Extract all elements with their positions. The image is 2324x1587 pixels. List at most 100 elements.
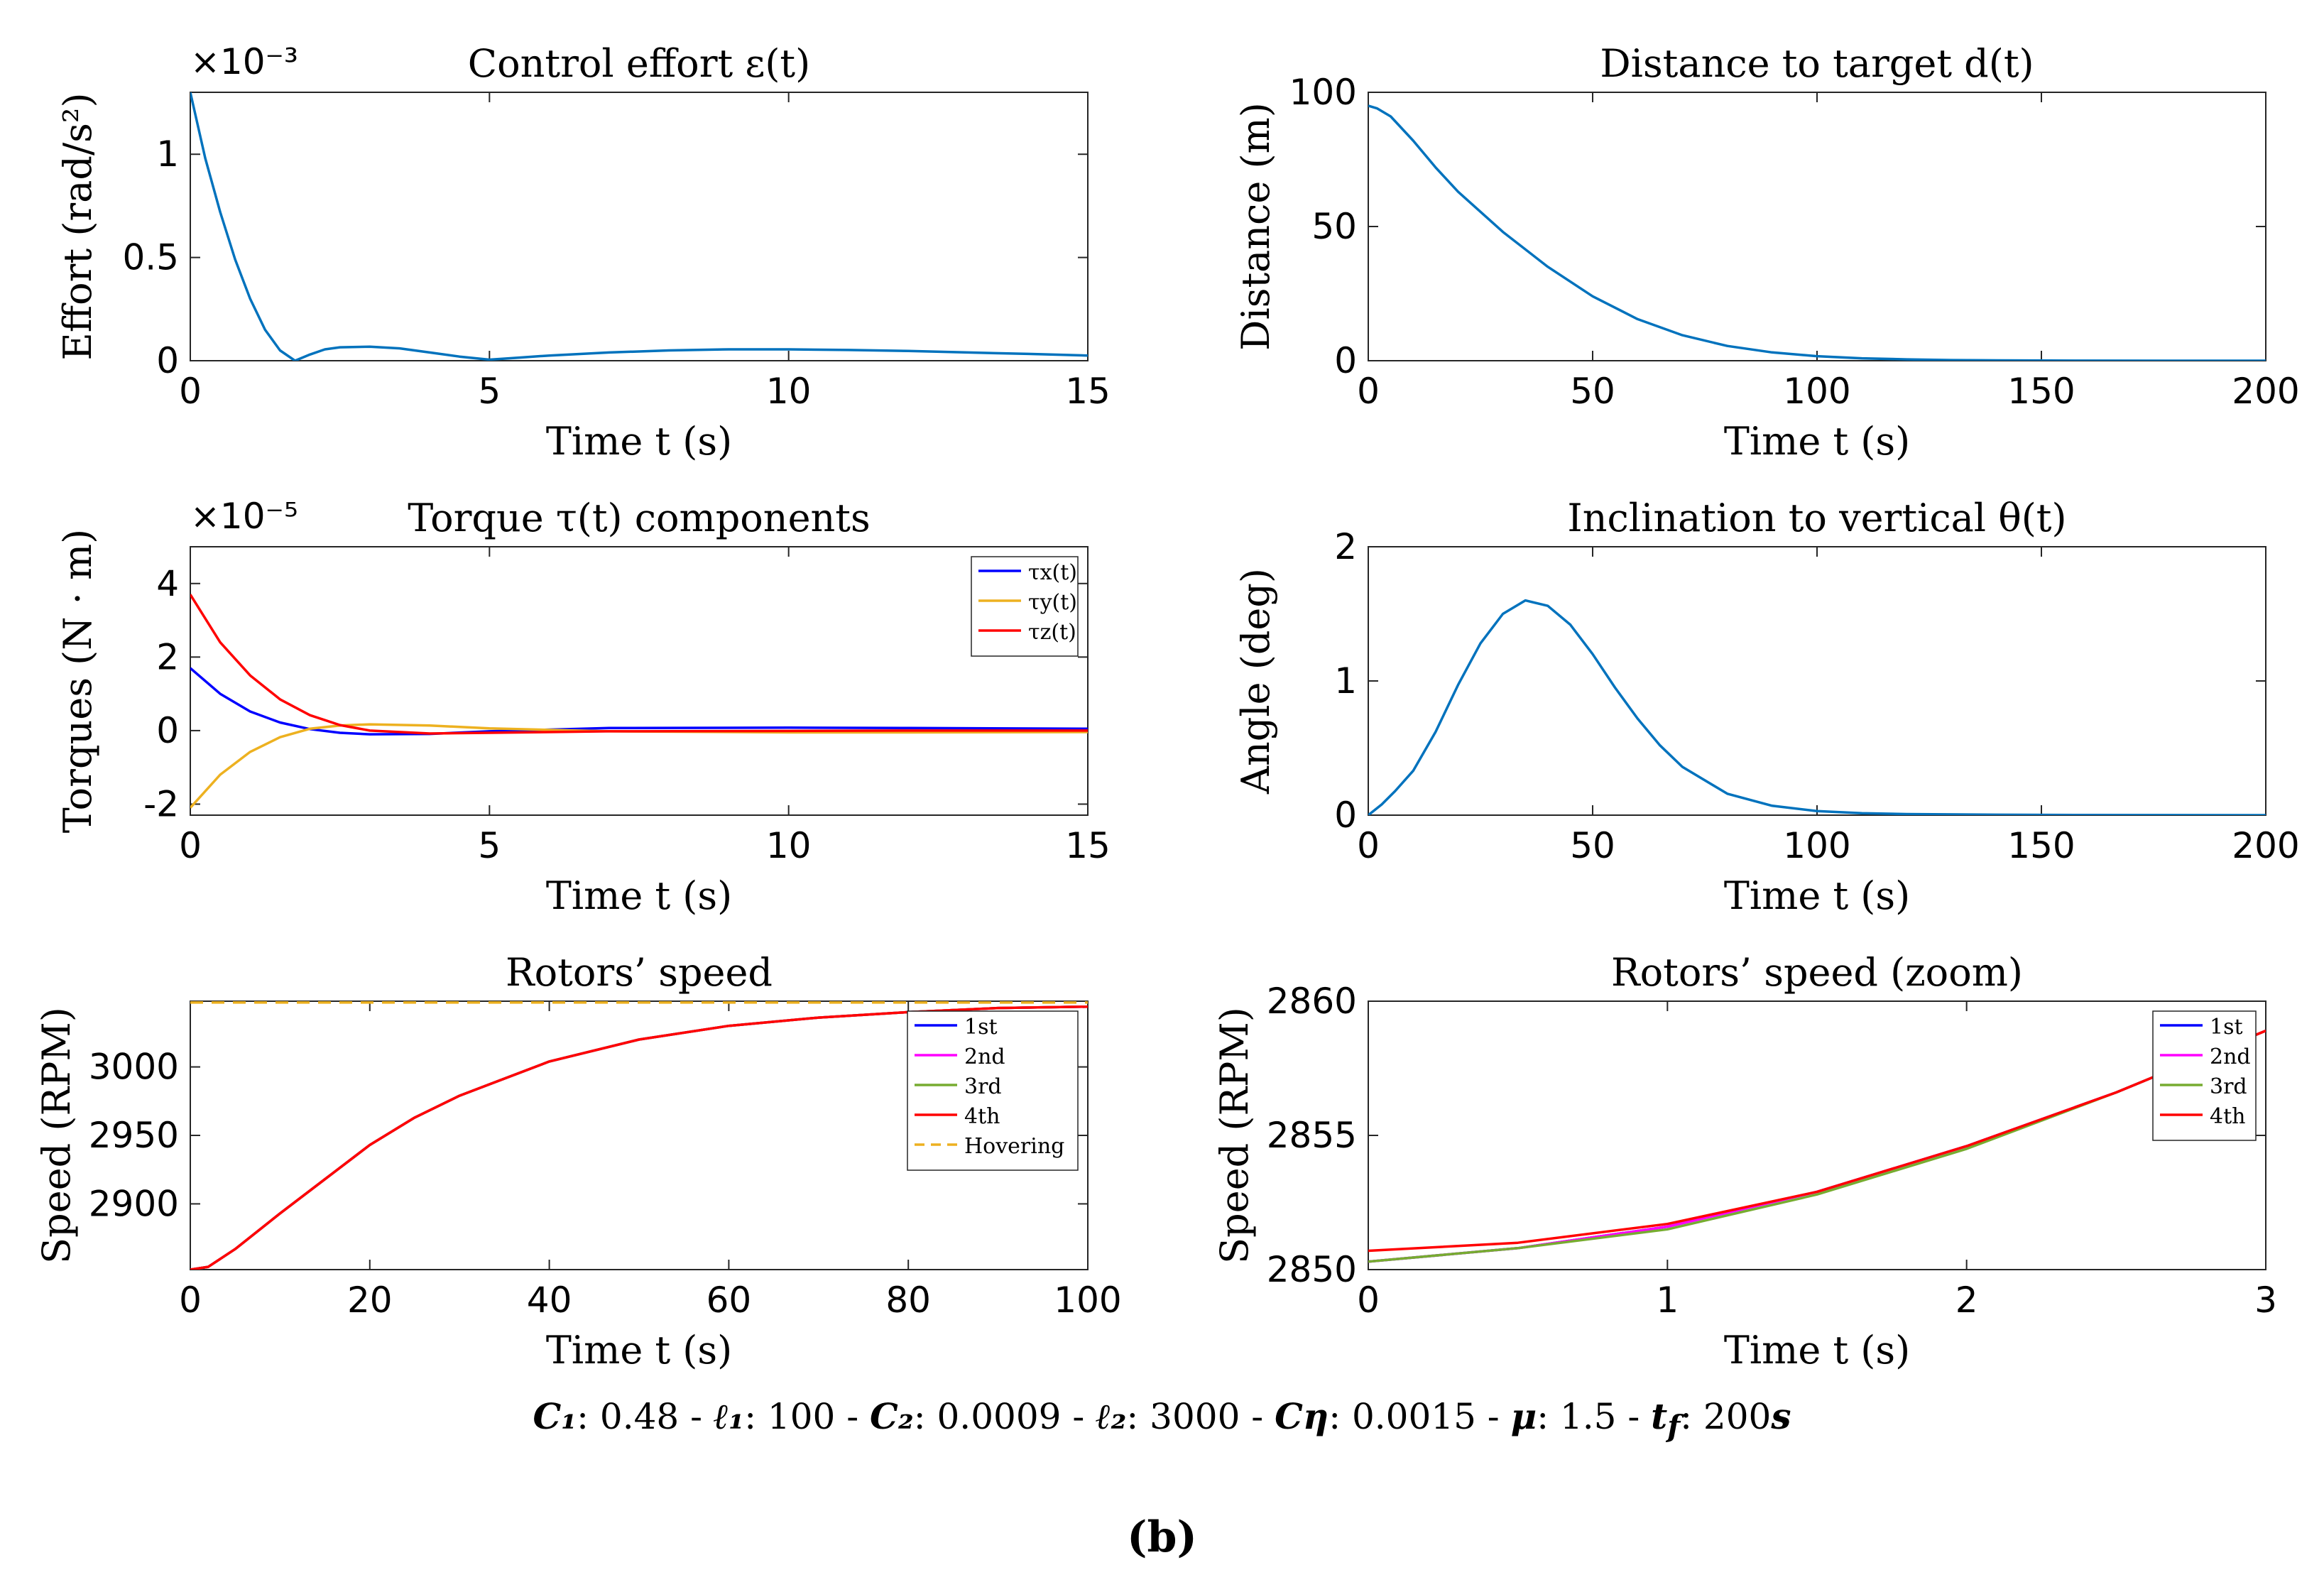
series-line-τy(t) xyxy=(190,723,1088,809)
legend-label: τx(t) xyxy=(1028,560,1077,585)
y-tick-label: 50 xyxy=(1311,206,1357,247)
plot-area xyxy=(1368,92,2266,361)
legend: 1st 2nd 3rd 4th xyxy=(2152,1010,2257,1141)
legend-label: 4th xyxy=(2210,1104,2245,1129)
y-tick-label: 0 xyxy=(1334,340,1357,381)
x-tick-label: 200 xyxy=(2232,825,2299,866)
chart-title: Distance to target d(t) xyxy=(1600,41,2034,86)
chart-title: Rotors’ speed (zoom) xyxy=(1611,950,2023,995)
plot-area xyxy=(1368,1000,2266,1270)
x-tick-label: 200 xyxy=(2232,371,2299,412)
mu-symbol: μ xyxy=(1510,1395,1537,1437)
legend-label: Hovering xyxy=(964,1134,1064,1159)
c1-symbol: C₁ xyxy=(533,1395,577,1437)
chart-title: Inclination to vertical θ(t) xyxy=(1567,496,2066,540)
legend-label: 3rd xyxy=(2210,1074,2247,1099)
legend-label: 2nd xyxy=(2210,1045,2251,1069)
parameter-caption: C₁: 0.48 - ℓ₁: 100 - C₂: 0.0009 - ℓ₂: 30… xyxy=(0,1395,2324,1444)
y-tick-label: 1 xyxy=(1334,660,1357,702)
series-line-τx(t) xyxy=(190,667,1088,736)
x-tick-label: 0 xyxy=(179,371,202,412)
y-axis-label: Effort (rad/s²) xyxy=(55,92,100,360)
mu-value: : 1.5 - xyxy=(1537,1396,1652,1437)
x-tick-label: 5 xyxy=(478,825,501,866)
x-tick-label: 0 xyxy=(179,1280,202,1321)
l2-value: : 3000 - xyxy=(1126,1396,1275,1437)
x-tick-label: 50 xyxy=(1570,371,1615,412)
chart-title: Torque τ(t) components xyxy=(408,496,870,540)
y-tick-label: 0 xyxy=(156,710,179,751)
y-tick-label: 2850 xyxy=(1267,1249,1357,1290)
x-axis-label: Time t (s) xyxy=(546,873,732,918)
l2-symbol: ℓ₂ xyxy=(1096,1395,1127,1437)
x-tick-label: 20 xyxy=(347,1280,393,1321)
x-tick-label: 0 xyxy=(1357,371,1380,412)
legend-box xyxy=(971,556,1079,657)
legend-label: 1st xyxy=(2210,1015,2243,1040)
chart-title: Control effort ε(t) xyxy=(468,41,810,86)
x-tick-label: 100 xyxy=(1054,1280,1121,1321)
chart-title: Rotors’ speed xyxy=(506,950,773,995)
x-axis-label: Time t (s) xyxy=(1724,1328,1910,1373)
series-line-0 xyxy=(190,92,1088,361)
tf-value: : 200 xyxy=(1680,1396,1772,1437)
legend-box xyxy=(2152,1010,2257,1141)
y-tick-label: 3000 xyxy=(89,1047,179,1088)
y-tick-label: 4 xyxy=(156,563,179,604)
x-tick-label: 100 xyxy=(1783,825,1850,866)
y-axis-label: Speed (RPM) xyxy=(1212,1007,1257,1264)
x-tick-label: 150 xyxy=(2007,371,2075,412)
x-tick-label: 15 xyxy=(1065,371,1111,412)
axis-exponent: ×10⁻³ xyxy=(190,41,298,82)
x-tick-label: 0 xyxy=(179,825,202,866)
y-tick-label: 0 xyxy=(1334,795,1357,836)
l1-value: : 100 - xyxy=(744,1396,871,1437)
y-tick-label: 2 xyxy=(156,636,179,677)
x-tick-label: 1 xyxy=(1656,1280,1679,1321)
series-line-0 xyxy=(1368,104,2266,361)
legend: τx(t) τy(t) τz(t) xyxy=(971,556,1079,657)
plot-area xyxy=(190,92,1089,361)
y-axis-label: Distance (m) xyxy=(1233,102,1278,351)
y-tick-label: 1 xyxy=(156,133,179,175)
l1-symbol: ℓ₁ xyxy=(713,1395,745,1437)
axis-exponent: ×10⁻⁵ xyxy=(190,496,298,537)
series-line-4th xyxy=(190,1005,1088,1270)
legend-label: 1st xyxy=(964,1015,998,1040)
c2-value: : 0.0009 - xyxy=(913,1396,1096,1437)
legend-label: τy(t) xyxy=(1028,590,1077,615)
y-axis-label: Torques (N · m) xyxy=(55,529,100,833)
chart-distance: 0 50 100 150 200 0 50 100 Distance to target d(t… xyxy=(1233,41,2300,464)
x-tick-label: 0 xyxy=(1357,825,1380,866)
x-tick-label: 10 xyxy=(766,371,812,412)
ceta-value: : 0.0015 - xyxy=(1329,1396,1511,1437)
y-tick-label: 2950 xyxy=(89,1115,179,1156)
legend-label: 2nd xyxy=(964,1045,1005,1069)
y-tick-label: -2 xyxy=(143,783,179,824)
x-tick-label: 60 xyxy=(707,1280,752,1321)
x-tick-label: 10 xyxy=(766,825,812,866)
plot-area xyxy=(1368,546,2266,816)
x-tick-label: 50 xyxy=(1570,825,1615,866)
chart-rotors_zoom: 0 1 2 3 2850 2855 2860 Rotors’ speed (zoom) Time… xyxy=(1212,950,2277,1373)
y-axis-label: Angle (deg) xyxy=(1233,568,1278,795)
x-tick-label: 100 xyxy=(1783,371,1850,412)
y-tick-label: 2 xyxy=(1334,526,1357,567)
x-tick-label: 5 xyxy=(478,371,501,412)
x-axis-label: Time t (s) xyxy=(546,1328,732,1373)
x-tick-label: 80 xyxy=(885,1280,931,1321)
series-line-τz(t) xyxy=(190,594,1088,735)
plot-area xyxy=(190,546,1089,816)
legend: 1st 2nd 3rd 4th Hovering xyxy=(907,1010,1079,1171)
legend-label: 3rd xyxy=(964,1074,1002,1099)
y-axis-label: Speed (RPM) xyxy=(34,1007,79,1264)
x-axis-label: Time t (s) xyxy=(546,419,732,464)
x-axis-label: Time t (s) xyxy=(1724,873,1910,918)
ceta-symbol: Cη xyxy=(1275,1395,1329,1437)
c2-symbol: C₂ xyxy=(870,1395,914,1437)
chart-rotors: 0 20 40 60 80 100 2900 2950 3000 Rotors’ speed Tim… xyxy=(34,950,1122,1373)
x-tick-label: 0 xyxy=(1357,1280,1380,1321)
y-tick-label: 2900 xyxy=(89,1183,179,1224)
